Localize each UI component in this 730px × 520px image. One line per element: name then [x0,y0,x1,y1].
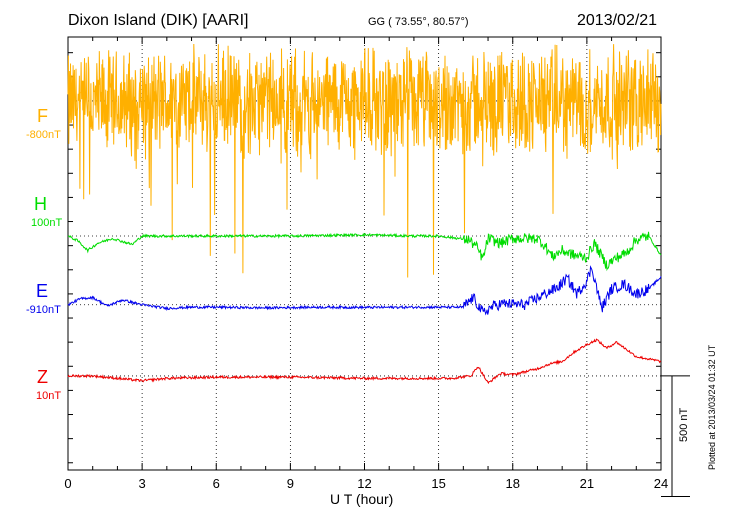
series-baseline-e: -910nT [26,304,61,316]
series-line-h [67,231,662,272]
x-tick-label: 12 [357,476,371,491]
x-axis-label: U T (hour) [330,491,394,507]
chart-date: 2013/02/21 [577,12,658,29]
x-tick-label: 24 [654,476,668,491]
plot-footnote: Plotted at 2013/03/24 01:32 UT [707,344,717,470]
x-tick-label: 21 [580,476,594,491]
scale-label: 500 nT [678,407,690,442]
series-baseline-h: 100nT [31,217,63,229]
series-label-h: H [34,194,47,214]
series-label-f: F [37,106,48,126]
x-tick-label: 6 [213,476,220,491]
series-label-e: E [36,281,49,301]
series-baseline-f: -800nT [26,129,61,141]
series-baseline-z: 10nT [36,390,62,402]
x-tick-label: 18 [506,476,520,491]
series-line-z [67,338,662,385]
series-label-z: Z [37,367,48,387]
x-tick-label: 3 [139,476,146,491]
x-tick-label: 15 [431,476,445,491]
x-tick-label: 9 [287,476,294,491]
series-line-e [67,265,662,316]
chart-title: Dixon Island (DIK) [AARI] [68,12,249,29]
x-tick-label: 0 [64,476,71,491]
station-coordinates: GG ( 73.55°, 80.57°) [368,16,469,28]
series-line-f [67,43,662,278]
